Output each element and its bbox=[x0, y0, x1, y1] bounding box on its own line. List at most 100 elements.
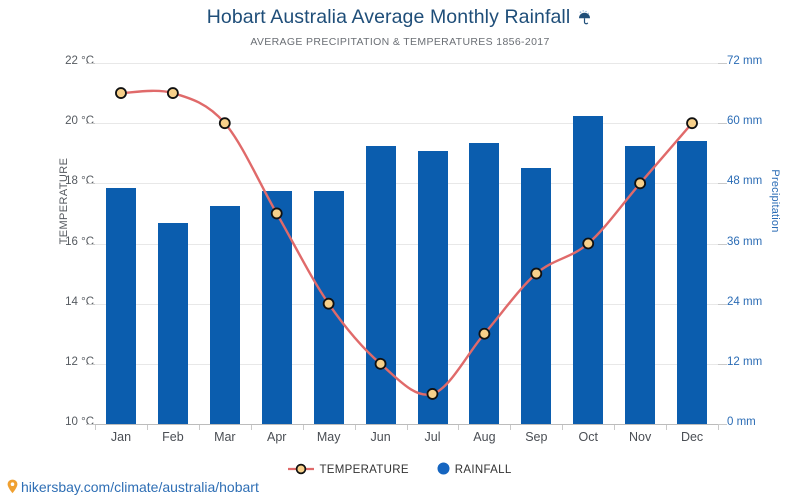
temperature-marker-jun[interactable]: Jun: 12 °C bbox=[374, 357, 387, 370]
x-axis-label-oct: Oct bbox=[578, 430, 598, 444]
gridline bbox=[95, 243, 718, 245]
x-axis-label-jul: Jul bbox=[424, 430, 441, 444]
y-axis-right-tick bbox=[718, 183, 727, 185]
chart-legend: TEMPERATURE RAINFALL bbox=[0, 462, 800, 478]
x-axis-label-aug: Aug bbox=[473, 430, 496, 444]
x-axis-tick bbox=[666, 424, 668, 430]
bar-rainfall-jun[interactable] bbox=[365, 145, 396, 424]
legend-label: TEMPERATURE bbox=[319, 464, 409, 476]
y-axis-right-tick-label: 12 mm bbox=[727, 355, 763, 368]
page-subtitle: AVERAGE PRECIPITATION & TEMPERATURES 185… bbox=[250, 36, 550, 48]
bar-cell bbox=[666, 63, 718, 424]
legend-label: RAINFALL bbox=[454, 464, 512, 476]
source-link-text[interactable]: hikersbay.com/climate/australia/hobart bbox=[21, 479, 259, 495]
y-axis-right-tick bbox=[718, 424, 727, 425]
y-axis-left-tick bbox=[86, 123, 95, 125]
x-axis-tick bbox=[406, 424, 408, 430]
legend-item-temperature[interactable]: TEMPERATURE bbox=[288, 463, 408, 478]
y-axis-left-tick-label: 12 °C bbox=[65, 355, 94, 368]
y-axis-title-right: Precipitation bbox=[769, 169, 781, 233]
y-axis-right-tick bbox=[718, 243, 727, 245]
bar-rainfall-sep[interactable] bbox=[521, 168, 552, 424]
y-axis-right-tick bbox=[718, 363, 727, 365]
temperature-marker-oct[interactable]: Oct: 16 °C bbox=[582, 237, 595, 250]
y-axis-left-tick bbox=[86, 424, 95, 425]
x-axis-label-jan: Jan bbox=[110, 430, 132, 444]
gridline bbox=[95, 63, 718, 64]
bar-cell bbox=[510, 63, 562, 424]
y-axis-right-tick bbox=[718, 303, 727, 305]
map-pin-icon bbox=[6, 479, 19, 497]
legend-item-rainfall[interactable]: RAINFALL bbox=[437, 462, 512, 478]
x-axis-tick bbox=[458, 424, 460, 430]
y-axis-left-tick-label: 14 °C bbox=[65, 295, 94, 308]
y-axis-left-tick-label: 16 °C bbox=[65, 235, 94, 248]
bar-rainfall-oct[interactable] bbox=[573, 115, 604, 424]
plot-area: Jan: 21 °C Feb: 21 °C Mar: 20 °C Apr: 17 °C… bbox=[89, 63, 724, 430]
bar-cell bbox=[614, 63, 666, 424]
bar-rainfall-feb[interactable] bbox=[157, 223, 188, 424]
x-axis-label-may: May bbox=[316, 430, 341, 444]
x-axis-label-apr: Apr bbox=[267, 430, 287, 444]
gridline bbox=[95, 303, 718, 305]
y-axis-left-tick-label: 10 °C bbox=[65, 416, 94, 428]
temperature-marker-apr[interactable]: Apr: 17 °C bbox=[270, 207, 283, 220]
x-axis-tick bbox=[354, 424, 356, 430]
temperature-marker-dec[interactable]: Dec: 20 °C bbox=[686, 117, 698, 130]
x-axis-tick bbox=[146, 424, 148, 430]
x-axis-tick bbox=[718, 424, 719, 430]
legend-line-circle-icon bbox=[288, 463, 315, 478]
y-axis-left-tick bbox=[86, 363, 95, 365]
x-axis-tick bbox=[302, 424, 304, 430]
y-axis-left-tick bbox=[86, 63, 95, 64]
bar-cell bbox=[458, 63, 510, 424]
y-axis-left-tick bbox=[86, 183, 95, 185]
source-link[interactable]: hikersbay.com/climate/australia/hobart bbox=[6, 479, 259, 497]
x-axis-tick bbox=[95, 424, 96, 430]
temperature-marker-jul[interactable]: Jul: 11 °C bbox=[426, 388, 439, 400]
y-axis-right-tick-label: 48 mm bbox=[727, 175, 763, 188]
y-axis-left-tick bbox=[86, 243, 95, 245]
bar-cell bbox=[407, 63, 459, 424]
page-title-text: Hobart Australia Average Monthly Rainfal… bbox=[206, 6, 571, 28]
x-axis-tick bbox=[562, 424, 564, 430]
temperature-marker-jan[interactable]: Jan: 21 °C bbox=[115, 87, 127, 99]
bar-cell bbox=[199, 63, 251, 424]
y-axis-left-tick bbox=[86, 303, 95, 305]
temperature-marker-mar[interactable]: Mar: 20 °C bbox=[218, 117, 231, 130]
bar-rainfall-jul[interactable] bbox=[417, 150, 448, 424]
bar-rainfall-nov[interactable] bbox=[625, 145, 656, 424]
bar-cell bbox=[147, 63, 199, 424]
gridline bbox=[95, 363, 718, 365]
temperature-marker-feb[interactable]: Feb: 21 °C bbox=[166, 87, 179, 99]
bar-rainfall-mar[interactable] bbox=[209, 205, 240, 424]
line-series-temperature: Jan: 21 °C Feb: 21 °C Mar: 20 °C Apr: 17 °C… bbox=[115, 87, 698, 400]
x-axis-tick bbox=[614, 424, 616, 430]
bar-rainfall-dec[interactable] bbox=[677, 140, 708, 424]
y-axis-left-tick-label: 22 °C bbox=[65, 55, 94, 67]
y-axis-right-tick bbox=[718, 123, 727, 125]
temperature-marker-sep[interactable]: Sep: 15 °C bbox=[530, 267, 543, 280]
x-axis-label-sep: Sep bbox=[525, 430, 548, 444]
y-axis-right-tick-label: 60 mm bbox=[727, 115, 763, 128]
x-axis-label-nov: Nov bbox=[629, 430, 652, 444]
x-axis-label-feb: Feb bbox=[162, 430, 184, 444]
y-axis-right-tick-label: 36 mm bbox=[727, 235, 763, 248]
x-axis-label-mar: Mar bbox=[214, 430, 236, 444]
x-axis-tick bbox=[198, 424, 200, 430]
x-axis-label-jun: Jun bbox=[370, 430, 391, 444]
bar-rainfall-jan[interactable] bbox=[106, 188, 136, 424]
x-axis-baseline bbox=[89, 424, 724, 425]
gridline bbox=[95, 123, 718, 125]
temperature-marker-aug[interactable]: Aug: 13 °C bbox=[478, 327, 491, 340]
bar-rainfall-aug[interactable] bbox=[469, 143, 500, 424]
temperature-marker-may[interactable]: May: 14 °C bbox=[322, 297, 335, 310]
y-axis-right-tick-label: 24 mm bbox=[727, 295, 763, 308]
temperature-marker-nov[interactable]: Nov: 18 °C bbox=[634, 177, 647, 190]
y-axis-right-tick bbox=[718, 63, 727, 64]
y-axis-right-tick-label: 72 mm bbox=[727, 55, 763, 67]
bar-series-rainfall bbox=[95, 63, 719, 430]
x-axis-label-dec: Dec bbox=[680, 430, 704, 444]
page-title: Hobart Australia Average Monthly Rainfal… bbox=[0, 6, 800, 32]
